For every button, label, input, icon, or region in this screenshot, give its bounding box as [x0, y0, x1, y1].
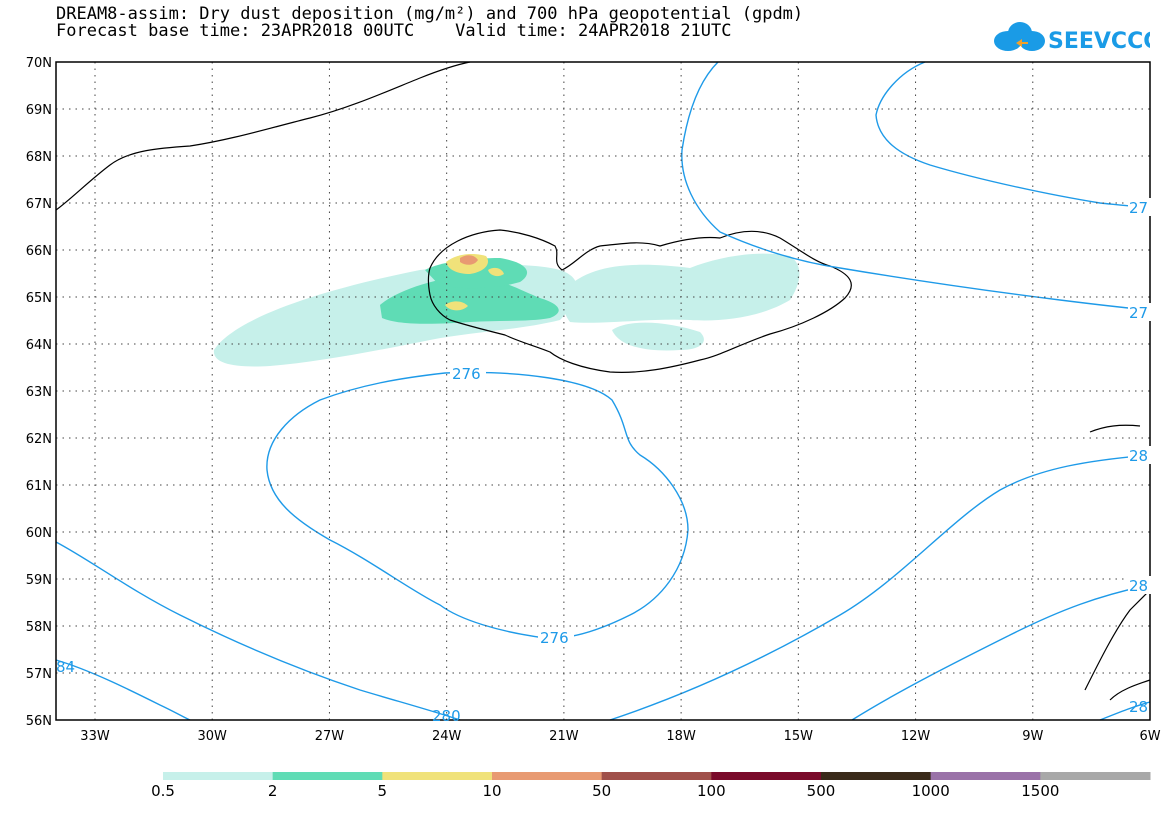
longitude-label: 15W	[784, 729, 814, 744]
latitude-label: 59N	[26, 573, 52, 588]
longitude-label: 9W	[1022, 729, 1043, 744]
latitude-label: 69N	[26, 103, 52, 118]
forecast-times: Forecast base time: 23APR2018 00UTC Vali…	[56, 21, 732, 41]
latitude-label: 56N	[26, 714, 52, 729]
contour-label: 84	[56, 658, 75, 676]
colorbar-label: 1000	[911, 782, 950, 800]
longitude-label: 18W	[666, 729, 696, 744]
contour-label: 276	[452, 365, 481, 383]
contour-label: 28	[1129, 447, 1148, 465]
latitude-label: 65N	[26, 291, 52, 306]
colorbar-swatch	[930, 772, 1041, 780]
cloud-icon	[994, 22, 1045, 51]
faroes-coast	[1089, 424, 1141, 433]
colorbar-label: 100	[697, 782, 726, 800]
longitude-labels: 33W 30W 27W 24W 21W 18W 15W 12W 9W 6W	[80, 729, 1160, 744]
colorbar-label: 5	[377, 782, 388, 800]
colorbar-swatch	[163, 772, 274, 780]
latitude-label: 61N	[26, 479, 52, 494]
longitude-label: 24W	[432, 729, 462, 744]
latitude-label: 67N	[26, 197, 52, 212]
dust-shading	[213, 253, 800, 367]
greenland-coast	[55, 61, 471, 211]
contour-label: 27	[1129, 199, 1148, 217]
contour-label: 27	[1129, 304, 1148, 322]
contour-label: 28	[1129, 577, 1148, 595]
longitude-label: 6W	[1139, 729, 1160, 744]
colorbar-label: 500	[806, 782, 836, 800]
colorbar-swatch	[272, 772, 383, 780]
latitude-label: 64N	[26, 338, 52, 353]
map-frame	[55, 61, 1151, 721]
colorbar-swatch	[492, 772, 603, 780]
map-title: DREAM8-assim: Dry dust deposition (mg/m²…	[56, 4, 804, 24]
latitude-label: 62N	[26, 432, 52, 447]
longitude-label: 33W	[80, 729, 110, 744]
latitude-label: 68N	[26, 150, 52, 165]
contour-labels: 276 276 280 84 27 27 28 28 28	[56, 198, 1152, 725]
latitude-label: 60N	[26, 526, 52, 541]
seevccc-logo: SEEVCCC	[994, 22, 1150, 54]
colorbar	[163, 772, 1151, 780]
latitude-label: 57N	[26, 667, 52, 682]
contour-label: 280	[432, 707, 461, 725]
colorbar-label: 0.5	[151, 782, 175, 800]
longitude-label: 27W	[315, 729, 345, 744]
gridlines	[56, 62, 1150, 720]
longitude-label: 21W	[549, 729, 579, 744]
longitude-label: 12W	[901, 729, 931, 744]
colorbar-label: 10	[482, 782, 502, 800]
coastlines	[55, 61, 1151, 701]
colorbar-label: 1500	[1021, 782, 1060, 800]
latitude-label: 58N	[26, 620, 52, 635]
longitude-label: 30W	[198, 729, 228, 744]
contour-label: 28	[1129, 698, 1148, 716]
colorbar-label: 2	[267, 782, 278, 800]
latitude-label: 70N	[26, 56, 52, 71]
iceland-coast	[427, 229, 852, 373]
colorbar-swatch	[382, 772, 493, 780]
contour-label: 276	[540, 629, 569, 647]
scotland-coast	[1084, 589, 1151, 701]
colorbar-swatch	[601, 772, 712, 780]
colorbar-swatch	[821, 772, 932, 780]
colorbar-swatch	[711, 772, 822, 780]
svg-text:SEEVCCC: SEEVCCC	[1048, 29, 1150, 54]
latitude-label: 63N	[26, 385, 52, 400]
latitude-label: 66N	[26, 244, 52, 259]
colorbar-swatch	[1040, 772, 1151, 780]
colorbar-label: 50	[592, 782, 612, 800]
latitude-labels: 70N 69N 68N 67N 66N 65N 64N 63N 62N 61N 60N 59N 58N 5…	[26, 56, 52, 729]
